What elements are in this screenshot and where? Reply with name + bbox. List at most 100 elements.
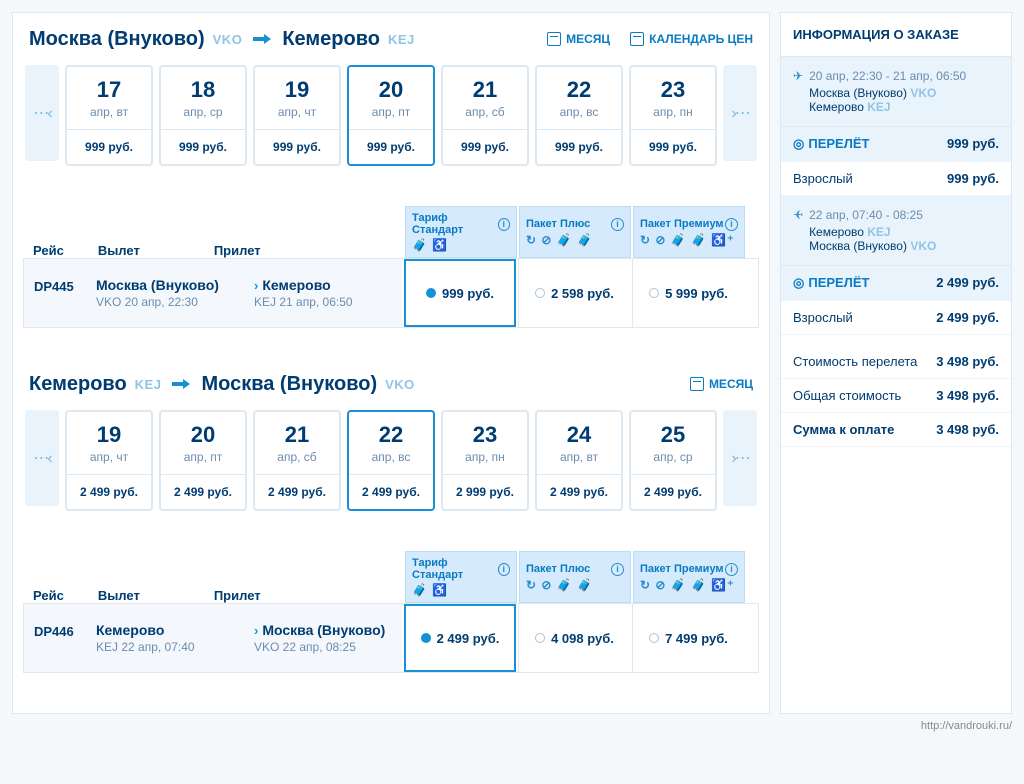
price-value: 4 098 руб. — [551, 631, 614, 646]
plane-icon — [169, 372, 193, 396]
plane-icon: ✈ — [793, 208, 803, 253]
total-value: 3 498 руб. — [936, 354, 999, 369]
tariff-header-cell[interactable]: Пакет Премиумi ↻ ⊘ 🧳 🧳 ♿⁺ — [633, 551, 745, 603]
date-price: 2 499 руб. — [349, 475, 433, 509]
date-card[interactable]: 25 апр, ср 2 499 руб. — [629, 410, 717, 511]
to-code: VKO — [385, 377, 415, 392]
date-day: 23 — [631, 77, 715, 103]
date-card[interactable]: 21 апр, сб 2 499 руб. — [253, 410, 341, 511]
departure-col: Москва (Внуково) VKO 20 апр, 22:30 — [86, 259, 244, 327]
flight-code: DP445 — [24, 259, 86, 327]
info-icon[interactable]: i — [725, 563, 738, 576]
tariff-icons: ↻ ⊘ 🧳 🧳 — [526, 233, 593, 247]
price-option[interactable]: 4 098 руб. — [518, 604, 630, 672]
total-label: Общая стоимость — [793, 388, 901, 403]
date-day: 22 — [537, 77, 621, 103]
info-icon[interactable]: i — [498, 563, 510, 576]
col-vylet: Вылет — [98, 243, 140, 258]
info-icon[interactable]: i — [611, 218, 624, 231]
calendar-icon — [630, 32, 644, 46]
target-icon: ◎ — [793, 275, 804, 291]
from-city: Москва (Внуково) — [29, 28, 205, 51]
info-icon[interactable]: i — [725, 218, 738, 231]
tariff-header-cell[interactable]: Тариф Стандартi🧳 ♿ — [405, 206, 517, 258]
date-card[interactable]: 24 апр, вт 2 499 руб. — [535, 410, 623, 511]
date-card[interactable]: 18 апр, ср 999 руб. — [159, 65, 247, 166]
date-card[interactable]: 23 апр, пн 2 999 руб. — [441, 410, 529, 511]
date-card[interactable]: 23 апр, пн 999 руб. — [629, 65, 717, 166]
price-option[interactable]: 7 499 руб. — [632, 604, 744, 672]
sidebar-outbound-seg: ✈ 20 апр, 22:30 - 21 апр, 06:50 Москва (… — [781, 57, 1011, 127]
dates-next[interactable]: ›⋯ — [723, 410, 757, 506]
tariff-name: Пакет Премиум — [640, 563, 724, 575]
radio-icon — [535, 633, 545, 643]
route-header-outbound: Москва (Внуково) VKO Кемерово KEJ МЕСЯЦ … — [23, 27, 759, 51]
date-card[interactable]: 20 апр, пт 999 руб. — [347, 65, 435, 166]
price-option[interactable]: 5 999 руб. — [632, 259, 744, 327]
dates-prev[interactable]: ⋯‹ — [25, 65, 59, 161]
date-card[interactable]: 19 апр, чт 999 руб. — [253, 65, 341, 166]
date-price: 2 499 руб. — [161, 475, 245, 509]
price-option[interactable]: 2 598 руб. — [518, 259, 630, 327]
date-price: 999 руб. — [537, 130, 621, 164]
date-day: 21 — [255, 422, 339, 448]
date-card[interactable]: 21 апр, сб 999 руб. — [441, 65, 529, 166]
date-price: 999 руб. — [255, 130, 339, 164]
total-value: 3 498 руб. — [936, 422, 999, 437]
chevron-right-icon: › — [254, 278, 258, 293]
date-day: 20 — [349, 77, 433, 103]
dep-city: Москва (Внуково) — [96, 277, 234, 293]
date-month: апр, сб — [443, 105, 527, 119]
arr-city: Кемерово — [262, 277, 330, 293]
tariff-name: Тариф Стандарт — [412, 557, 498, 581]
to-city: Москва (Внуково) — [201, 373, 377, 396]
tariff-header-cell[interactable]: Пакет Плюс i ↻ ⊘ 🧳 🧳 — [519, 551, 631, 603]
out-pax-row: Взрослый 999 руб. — [781, 162, 1011, 196]
date-card[interactable]: 17 апр, вт 999 руб. — [65, 65, 153, 166]
tariff-icons: ↻ ⊘ 🧳 🧳 — [526, 578, 593, 592]
price-value: 2 499 руб. — [437, 631, 500, 646]
date-day: 18 — [161, 77, 245, 103]
date-card[interactable]: 19 апр, чт 2 499 руб. — [65, 410, 153, 511]
price-option[interactable]: 2 499 руб. — [404, 604, 516, 672]
tariff-name: Пакет Плюс — [526, 563, 590, 575]
from-code: KEJ — [135, 377, 162, 392]
tariff-name: Пакет Премиум — [640, 218, 724, 230]
date-month: апр, ср — [631, 450, 715, 464]
date-card[interactable]: 20 апр, пт 2 499 руб. — [159, 410, 247, 511]
dates-prev[interactable]: ⋯‹ — [25, 410, 59, 506]
sidebar-title: ИНФОРМАЦИЯ О ЗАКАЗЕ — [781, 13, 1011, 57]
date-day: 25 — [631, 422, 715, 448]
date-picker-outbound: ⋯‹ 17 апр, вт 999 руб.18 апр, ср 999 руб… — [23, 65, 759, 166]
date-price: 2 499 руб. — [537, 475, 621, 509]
info-icon[interactable]: i — [498, 218, 510, 231]
tariff-header-return: Рейс Вылет Прилет Тариф Стандартi🧳 ♿Паке… — [23, 551, 759, 603]
total-value: 3 498 руб. — [936, 388, 999, 403]
tariff-header-cell[interactable]: Тариф Стандартi 🧳 ♿ — [405, 551, 517, 603]
price-calendar-link[interactable]: КАЛЕНДАРЬ ЦЕН — [630, 32, 753, 46]
route-header-return: Кемерово KEJ Москва (Внуково) VKO МЕСЯЦ — [23, 372, 759, 396]
date-card[interactable]: 22 апр, вс 999 руб. — [535, 65, 623, 166]
date-day: 23 — [443, 422, 527, 448]
total-row: Стоимость перелета 3 498 руб. — [781, 345, 1011, 379]
price-option[interactable]: 999 руб. — [404, 259, 516, 327]
tariff-icons: ↻ ⊘ 🧳 🧳 ♿⁺ — [640, 233, 735, 247]
date-price: 999 руб. — [161, 130, 245, 164]
date-card[interactable]: 22 апр, вс 2 499 руб. — [347, 410, 435, 511]
price-value: 2 598 руб. — [551, 286, 614, 301]
plane-icon — [250, 27, 274, 51]
date-month: апр, чт — [67, 450, 151, 464]
tariff-header-cell[interactable]: Пакет Плюсi↻ ⊘ 🧳 🧳 — [519, 206, 631, 258]
total-label: Стоимость перелета — [793, 354, 917, 369]
info-icon[interactable]: i — [611, 563, 624, 576]
dates-next[interactable]: ›⋯ — [723, 65, 757, 161]
date-price: 2 499 руб. — [67, 475, 151, 509]
tariff-header-cell[interactable]: Пакет Премиумi ↻ ⊘ 🧳 🧳 ♿⁺ — [633, 206, 745, 258]
month-link[interactable]: МЕСЯЦ — [690, 377, 753, 391]
date-month: апр, пн — [443, 450, 527, 464]
month-link[interactable]: МЕСЯЦ — [547, 32, 610, 46]
tariff-icons: ↻ ⊘ 🧳 🧳 ♿⁺ — [640, 578, 735, 592]
date-price: 999 руб. — [67, 130, 151, 164]
calendar-icon — [547, 32, 561, 46]
tariff-icons: 🧳 ♿ — [412, 583, 448, 597]
